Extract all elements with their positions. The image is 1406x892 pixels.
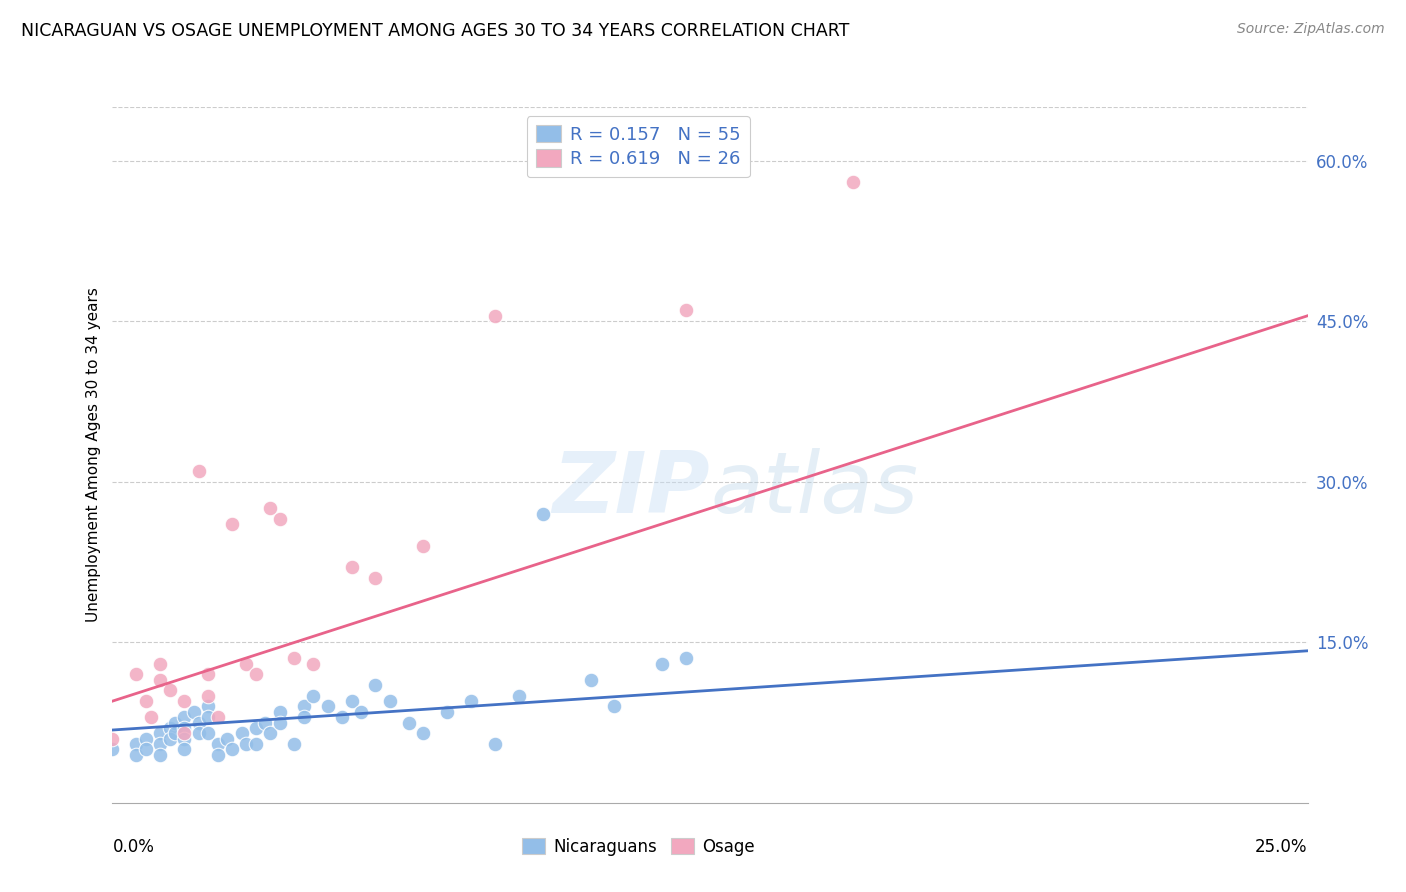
Point [135, 742, 157, 756]
Point [163, 715, 186, 730]
Point [207, 710, 229, 724]
Point [139, 710, 162, 724]
Point [197, 667, 219, 681]
Text: 0.0%: 0.0% [112, 838, 155, 855]
Text: atlas: atlas [710, 448, 918, 532]
Point [173, 726, 195, 740]
Point [340, 694, 363, 708]
Point [412, 726, 434, 740]
Point [149, 673, 172, 687]
Point [283, 651, 305, 665]
Text: ZIP: ZIP [553, 448, 710, 532]
Point [135, 694, 157, 708]
Point [173, 731, 195, 746]
Point [364, 571, 387, 585]
Point [207, 747, 229, 762]
Point [125, 737, 148, 751]
Point [269, 715, 291, 730]
Point [436, 705, 458, 719]
Point [101, 731, 124, 746]
Point [245, 737, 267, 751]
Point [531, 507, 554, 521]
Point [197, 699, 219, 714]
Point [149, 726, 172, 740]
Point [163, 726, 186, 740]
Text: Source: ZipAtlas.com: Source: ZipAtlas.com [1237, 22, 1385, 37]
Point [316, 699, 339, 714]
Point [842, 175, 865, 189]
Point [221, 742, 243, 756]
Point [302, 689, 325, 703]
Point [651, 657, 673, 671]
Point [135, 731, 157, 746]
Point [149, 657, 172, 671]
Point [187, 715, 209, 730]
Point [187, 726, 209, 740]
Point [197, 726, 219, 740]
Point [254, 715, 277, 730]
Point [173, 710, 195, 724]
Point [364, 678, 387, 692]
Point [283, 737, 305, 751]
Point [484, 309, 506, 323]
Point [187, 464, 209, 478]
Point [149, 737, 172, 751]
Point [675, 303, 697, 318]
Point [173, 694, 195, 708]
Text: 25.0%: 25.0% [1256, 838, 1308, 855]
Point [125, 667, 148, 681]
Point [245, 667, 267, 681]
Point [231, 726, 253, 740]
Point [330, 710, 353, 724]
Point [221, 517, 243, 532]
Point [508, 689, 530, 703]
Point [398, 715, 420, 730]
Point [259, 501, 281, 516]
Point [159, 683, 181, 698]
Point [340, 560, 363, 574]
Point [302, 657, 325, 671]
Point [245, 721, 267, 735]
Point [484, 737, 506, 751]
Point [269, 705, 291, 719]
Point [197, 689, 219, 703]
Point [292, 699, 315, 714]
Point [235, 657, 257, 671]
Point [159, 721, 181, 735]
Point [173, 742, 195, 756]
Point [378, 694, 401, 708]
Point [183, 705, 205, 719]
Text: NICARAGUAN VS OSAGE UNEMPLOYMENT AMONG AGES 30 TO 34 YEARS CORRELATION CHART: NICARAGUAN VS OSAGE UNEMPLOYMENT AMONG A… [21, 22, 849, 40]
Point [603, 699, 626, 714]
Point [197, 710, 219, 724]
Point [269, 512, 291, 526]
Point [159, 731, 181, 746]
Y-axis label: Unemployment Among Ages 30 to 34 years: Unemployment Among Ages 30 to 34 years [86, 287, 101, 623]
Legend: Nicaraguans, Osage: Nicaraguans, Osage [513, 830, 763, 864]
Point [460, 694, 482, 708]
Point [149, 747, 172, 762]
Point [235, 737, 257, 751]
Point [259, 726, 281, 740]
Point [173, 721, 195, 735]
Point [217, 731, 239, 746]
Point [412, 539, 434, 553]
Point [292, 710, 315, 724]
Point [101, 742, 124, 756]
Point [350, 705, 373, 719]
Point [125, 747, 148, 762]
Point [675, 651, 697, 665]
Point [579, 673, 602, 687]
Point [207, 737, 229, 751]
